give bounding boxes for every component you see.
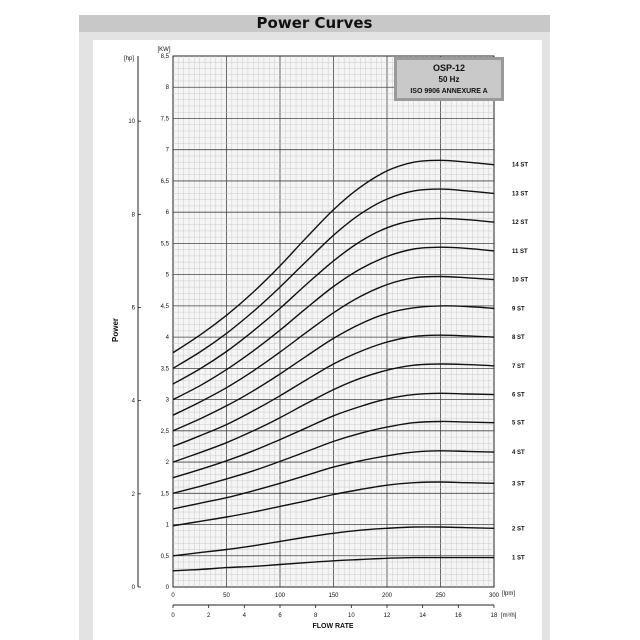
series-line <box>172 526 495 557</box>
series-label: 14 ST <box>512 163 528 169</box>
y-kw-tick-label: 3 <box>166 398 170 404</box>
y-kw-tick-label: 2 <box>166 460 170 466</box>
y-kw-tick-label: 8 <box>166 85 170 91</box>
y-kw-tick-label: 7,5 <box>161 116 170 122</box>
x-secondary-tick-label: 10 <box>348 613 355 619</box>
series-line <box>172 217 495 385</box>
y-hp-tick-label: 10 <box>128 119 135 125</box>
series-line <box>172 275 495 416</box>
series-lines <box>172 159 495 572</box>
series-line <box>172 159 495 354</box>
model-standard: ISO 9906 ANNEXURE A <box>410 88 487 95</box>
x-primary-tick-label: 100 <box>275 593 286 599</box>
y-hp-tick-label: 0 <box>132 585 136 591</box>
series-line <box>172 556 494 572</box>
series-label: 5 ST <box>512 421 525 427</box>
model-name: OSP-12 <box>433 63 465 73</box>
series-line <box>172 334 495 448</box>
x-primary-tick-label: 250 <box>435 593 446 599</box>
series-line <box>172 363 495 463</box>
series-label: 3 ST <box>512 481 525 487</box>
axes <box>137 56 494 606</box>
model-box-inner <box>397 60 501 98</box>
y-kw-tick-label: 5,5 <box>161 241 170 247</box>
y-axis-title: Power <box>111 318 120 342</box>
y-kw-tick-label: 1 <box>166 523 170 529</box>
series-label: 1 ST <box>512 556 525 562</box>
series-line <box>172 392 495 479</box>
series-line <box>172 481 495 527</box>
y-kw-unit-label: [KW] <box>158 47 171 53</box>
series-label: 10 ST <box>512 278 528 284</box>
series-line <box>172 420 495 494</box>
tick-labels: 0 0,5 1 1,5 2 2,5 3 3,5 4 4,5 5 5,5 6 6,5 7 7,5 8 8,5 0 2 4 6… <box>128 54 499 619</box>
series-line <box>172 305 495 432</box>
x-secondary-tick-label: 8 <box>314 613 318 619</box>
series-line <box>172 246 495 401</box>
series-label: 11 ST <box>512 249 528 255</box>
series-line <box>172 450 495 510</box>
x-primary-tick-label: 0 <box>171 593 175 599</box>
x-secondary-tick-label: 18 <box>491 613 498 619</box>
series-label: 7 ST <box>512 364 525 370</box>
y-kw-tick-label: 5 <box>166 273 170 279</box>
x-primary-unit-label: [lpm] <box>502 591 515 597</box>
x-primary-tick-label: 50 <box>223 593 230 599</box>
x-secondary-tick-label: 14 <box>419 613 426 619</box>
series-label: 2 ST <box>512 526 525 532</box>
y-kw-tick-label: 6 <box>166 210 170 216</box>
series-line <box>172 188 495 369</box>
x-primary-tick-label: 200 <box>382 593 393 599</box>
y-hp-tick-label: 4 <box>132 399 136 405</box>
series-label: 9 ST <box>512 306 525 312</box>
x-secondary-tick-label: 12 <box>384 613 391 619</box>
y-kw-tick-label: 4,5 <box>161 304 170 310</box>
y-hp-tick-label: 2 <box>132 492 136 498</box>
y-kw-tick-label: 0 <box>166 585 170 591</box>
y-kw-tick-label: 4 <box>166 335 170 341</box>
model-info-box: OSP-12 50 Hz ISO 9906 ANNEXURE A <box>394 57 504 101</box>
x-axis-title: FLOW RATE <box>312 623 353 630</box>
y-kw-tick-label: 8,5 <box>161 54 170 60</box>
series-label: 12 ST <box>512 220 528 226</box>
series-label: 13 ST <box>512 191 528 197</box>
page-title: Power Curves <box>256 14 373 32</box>
y-hp-tick-label: 8 <box>132 212 136 218</box>
y-hp-tick-label: 6 <box>132 305 136 311</box>
y-kw-tick-label: 3,5 <box>161 366 170 372</box>
title-bar: Power Curves <box>79 15 550 32</box>
series-label: 6 ST <box>512 393 525 399</box>
y-kw-tick-label: 7 <box>166 148 170 154</box>
x-secondary-unit-label: [m³/h] <box>501 613 517 619</box>
series-label: 4 ST <box>512 450 525 456</box>
x-secondary-tick-label: 0 <box>171 613 175 619</box>
x-primary-tick-label: 150 <box>328 593 339 599</box>
y-kw-tick-label: 6,5 <box>161 179 170 185</box>
x-secondary-tick-label: 16 <box>455 613 462 619</box>
series-label: 8 ST <box>512 335 525 341</box>
y-hp-unit-label: [hp] <box>124 56 134 62</box>
x-primary-tick-label: 300 <box>489 593 500 599</box>
series-labels: 1 ST 2 ST 3 ST 4 ST 5 ST 6 ST 7 ST 8 ST 9 ST 10 S… <box>512 163 528 562</box>
x-secondary-tick-label: 2 <box>207 613 211 619</box>
grid <box>173 56 494 587</box>
y-kw-tick-label: 0,5 <box>161 554 170 560</box>
x-secondary-tick-label: 6 <box>278 613 282 619</box>
model-frequency: 50 Hz <box>439 75 460 84</box>
y-kw-tick-label: 2,5 <box>161 429 170 435</box>
y-kw-tick-label: 1,5 <box>161 491 170 497</box>
x-secondary-tick-label: 4 <box>243 613 247 619</box>
